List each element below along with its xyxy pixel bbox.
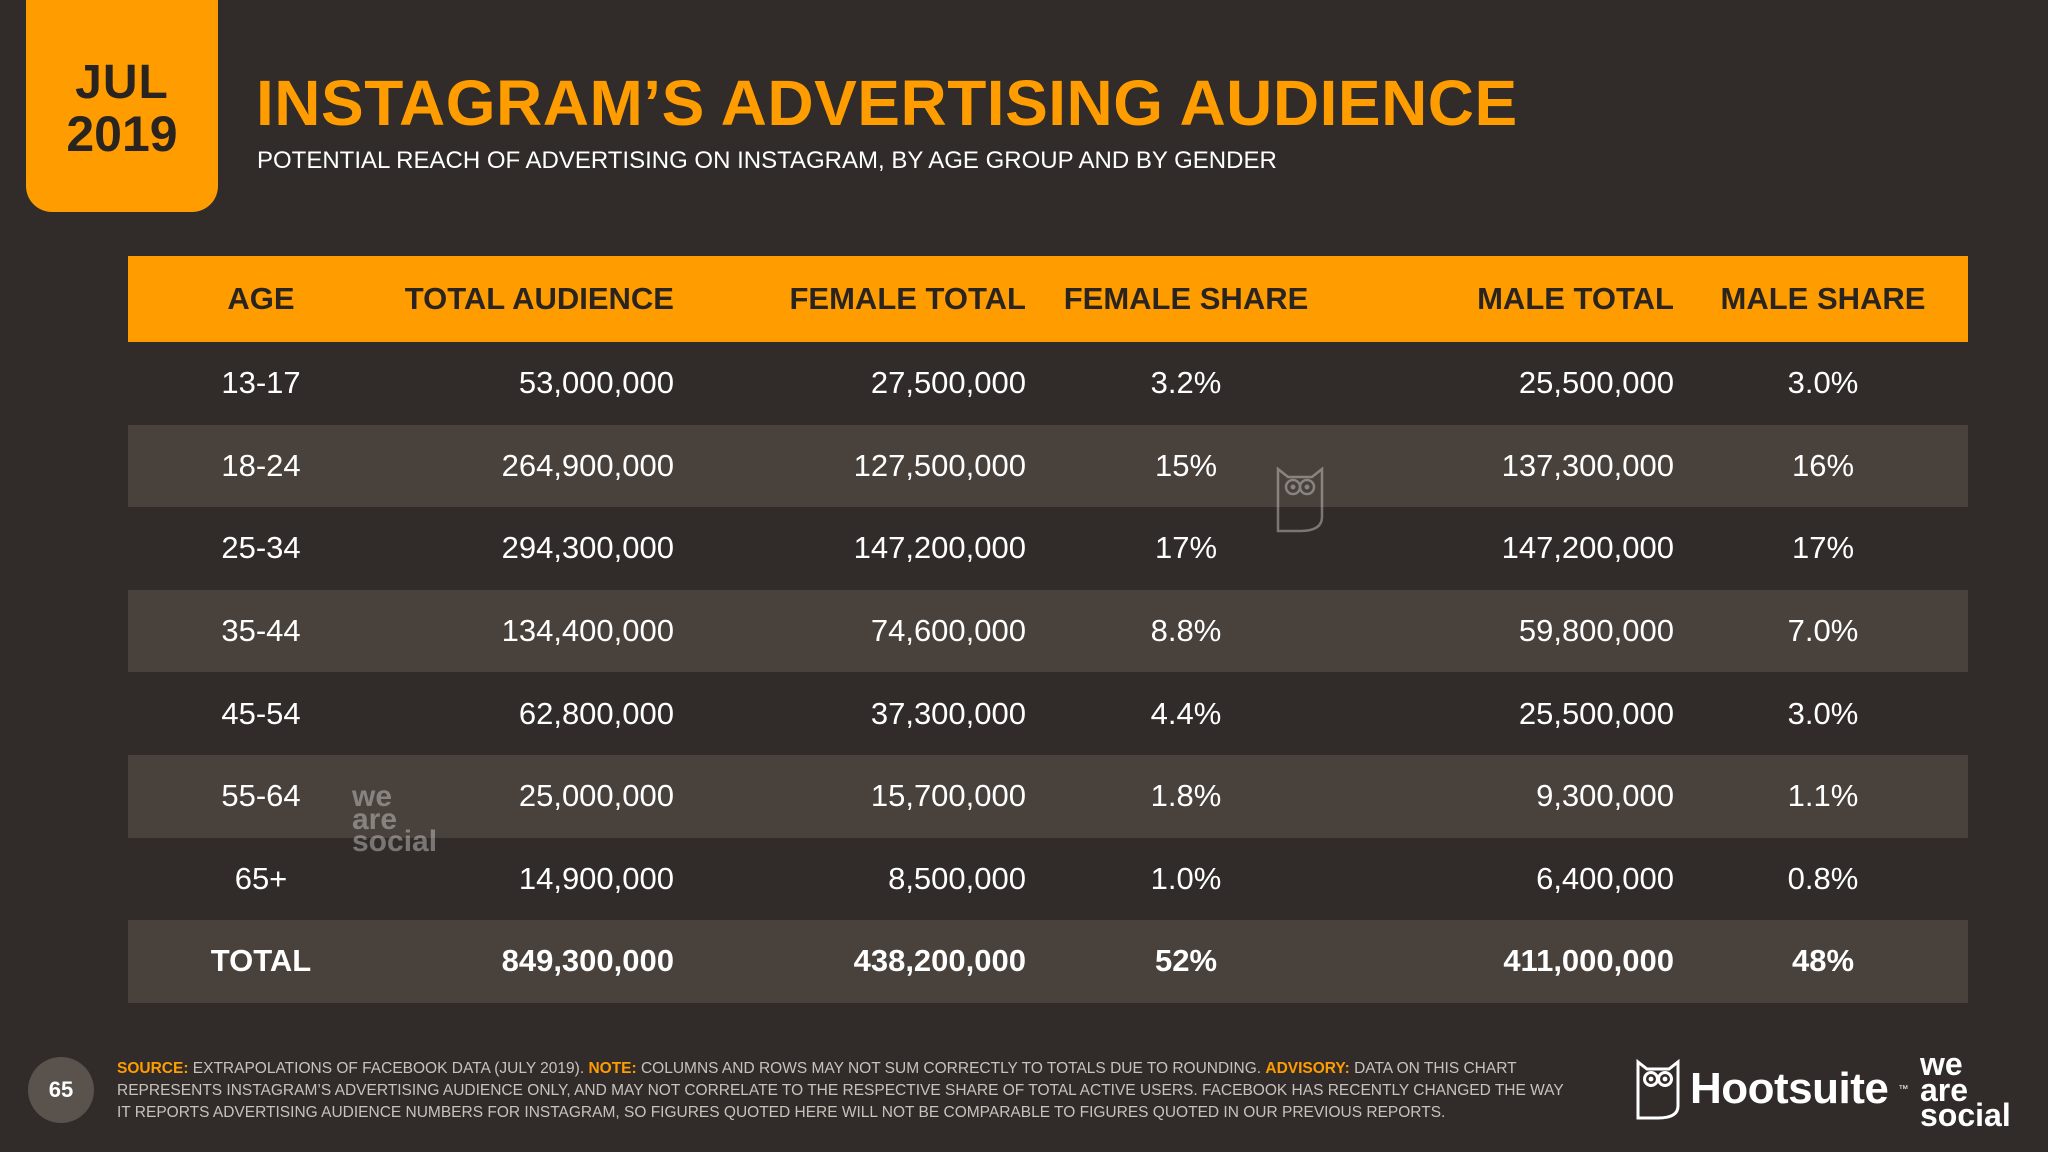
cell-female-total: 15,700,000 bbox=[870, 778, 1026, 814]
date-badge-year: 2019 bbox=[66, 105, 178, 162]
cell-male-share: 17% bbox=[1791, 530, 1855, 566]
cell-age: 13-17 bbox=[221, 365, 301, 401]
cell-male-total: 9,300,000 bbox=[1536, 778, 1674, 814]
note-label: NOTE: bbox=[588, 1060, 637, 1077]
table-row: 18-24 264,900,000 127,500,000 15% 137,30… bbox=[128, 424, 1968, 508]
watermark-word-social: social bbox=[352, 825, 438, 858]
page-number: 65 bbox=[28, 1057, 94, 1123]
cell-male-share: 7.0% bbox=[1787, 613, 1859, 649]
cell-female-total: 8,500,000 bbox=[888, 860, 1026, 896]
audience-table-container: AGE TOTAL AUDIENCE FEMALE TOTAL FEMALE S… bbox=[128, 256, 1968, 1003]
table-row: 65+ 14,900,000 8,500,000 1.0% 6,400,000 … bbox=[128, 838, 1968, 921]
hootsuite-trademark: ™ bbox=[1898, 1083, 1909, 1095]
table-row: 35-44 134,400,000 74,600,000 8.8% 59,800… bbox=[128, 589, 1968, 673]
header-female-share: FEMALE SHARE bbox=[1063, 281, 1309, 316]
cell-female-share: 1.8% bbox=[1150, 778, 1222, 814]
header-age: AGE bbox=[227, 281, 295, 316]
cell-female-share: 8.8% bbox=[1150, 613, 1222, 649]
advisory-label: ADVISORY: bbox=[1265, 1060, 1350, 1077]
cell-male-total: 147,200,000 bbox=[1501, 530, 1674, 566]
date-badge: JUL 2019 bbox=[26, 0, 218, 212]
cell-age: 55-64 bbox=[221, 778, 301, 814]
cell-male-share: 0.8% bbox=[1787, 860, 1859, 896]
cell-female-share: 17% bbox=[1154, 530, 1218, 566]
total-male-value: 411,000,000 bbox=[1503, 943, 1674, 979]
cell-female-share: 15% bbox=[1154, 447, 1218, 483]
cell-total-audience: 53,000,000 bbox=[518, 365, 674, 401]
hootsuite-wordmark: Hootsuite bbox=[1690, 1064, 1889, 1113]
cell-female-total: 74,600,000 bbox=[870, 613, 1026, 649]
page-subtitle: POTENTIAL REACH OF ADVERTISING ON INSTAG… bbox=[257, 147, 1277, 174]
cell-male-total: 25,500,000 bbox=[1518, 695, 1674, 731]
footer-notes: SOURCE: EXTRAPOLATIONS OF FACEBOOK DATA … bbox=[117, 1058, 1577, 1124]
header-female-total: FEMALE TOTAL bbox=[789, 281, 1027, 316]
cell-total-audience: 134,400,000 bbox=[501, 613, 674, 649]
logo-word-we: we bbox=[1920, 1046, 1963, 1082]
cell-age: 45-54 bbox=[221, 695, 301, 731]
header-total-audience: TOTAL AUDIENCE bbox=[404, 281, 674, 316]
watermark-word-we: we bbox=[352, 780, 393, 813]
date-badge-month: JUL bbox=[75, 55, 169, 109]
table-row: 55-64 25,000,000 15,700,000 1.8% 9,300,0… bbox=[128, 754, 1968, 838]
header-male-total: MALE TOTAL bbox=[1477, 281, 1674, 316]
cell-female-total: 27,500,000 bbox=[870, 365, 1026, 401]
cell-total-audience: 264,900,000 bbox=[501, 447, 674, 483]
cell-age: 18-24 bbox=[221, 447, 301, 483]
total-male-share: 48% bbox=[1791, 943, 1855, 979]
cell-male-total: 6,400,000 bbox=[1536, 860, 1674, 896]
hootsuite-logo: Hootsuite ™ bbox=[1636, 1058, 1908, 1120]
cell-female-total: 147,200,000 bbox=[853, 530, 1026, 566]
cell-male-share: 3.0% bbox=[1787, 365, 1859, 401]
cell-total-audience: 14,900,000 bbox=[518, 860, 674, 896]
we-are-social-watermark: we are social bbox=[352, 780, 438, 858]
page-title: INSTAGRAM’S ADVERTISING AUDIENCE bbox=[256, 67, 1518, 139]
cell-female-share: 1.0% bbox=[1150, 860, 1222, 896]
watermark-word-are: are bbox=[352, 802, 398, 836]
hootsuite-owl-icon bbox=[1636, 1058, 1680, 1120]
cell-female-share: 3.2% bbox=[1150, 365, 1222, 401]
cell-male-share: 3.0% bbox=[1787, 695, 1859, 731]
total-female-value: 438,200,000 bbox=[853, 943, 1026, 979]
cell-female-total: 127,500,000 bbox=[853, 447, 1026, 483]
total-label: TOTAL bbox=[210, 943, 312, 979]
total-audience-value: 849,300,000 bbox=[501, 943, 674, 979]
source-text: EXTRAPOLATIONS OF FACEBOOK DATA (JULY 20… bbox=[188, 1060, 589, 1077]
header-male-share: MALE SHARE bbox=[1720, 281, 1926, 316]
cell-male-total: 25,500,000 bbox=[1518, 365, 1674, 401]
we-are-social-logo: we are social bbox=[1920, 1046, 2011, 1134]
total-female-share: 52% bbox=[1154, 943, 1218, 979]
cell-male-share: 16% bbox=[1791, 447, 1855, 483]
table-row: 13-17 53,000,000 27,500,000 3.2% 25,500,… bbox=[128, 342, 1968, 425]
cell-total-audience: 62,800,000 bbox=[518, 695, 674, 731]
cell-female-total: 37,300,000 bbox=[870, 695, 1026, 731]
cell-male-total: 137,300,000 bbox=[1501, 447, 1674, 483]
cell-age: 35-44 bbox=[221, 613, 301, 649]
logo-word-are: are bbox=[1920, 1071, 1969, 1108]
source-label: SOURCE: bbox=[117, 1060, 189, 1077]
cell-total-audience: 25,000,000 bbox=[518, 778, 674, 814]
table-header-row: AGE TOTAL AUDIENCE FEMALE TOTAL FEMALE S… bbox=[128, 256, 1968, 342]
cell-age: 25-34 bbox=[221, 530, 301, 566]
cell-total-audience: 294,300,000 bbox=[501, 530, 674, 566]
table-row: 45-54 62,800,000 37,300,000 4.4% 25,500,… bbox=[128, 672, 1968, 755]
cell-age: 65+ bbox=[234, 860, 288, 896]
cell-male-total: 59,800,000 bbox=[1518, 613, 1674, 649]
table-total-row: TOTAL 849,300,000 438,200,000 52% 411,00… bbox=[128, 920, 1968, 1003]
cell-male-share: 1.1% bbox=[1787, 778, 1859, 814]
note-text: COLUMNS AND ROWS MAY NOT SUM CORRECTLY T… bbox=[636, 1060, 1266, 1077]
advisory-text: DATA ON THIS CHART REPRESENTS INSTAGRAM’… bbox=[117, 1060, 1564, 1121]
logo-word-social: social bbox=[1920, 1097, 2011, 1134]
table-row: 25-34 294,300,000 147,200,000 17% 147,20… bbox=[128, 507, 1968, 590]
audience-table: AGE TOTAL AUDIENCE FEMALE TOTAL FEMALE S… bbox=[128, 256, 1968, 1003]
hootsuite-owl-watermark-icon bbox=[1276, 466, 1324, 533]
cell-female-share: 4.4% bbox=[1150, 695, 1222, 731]
